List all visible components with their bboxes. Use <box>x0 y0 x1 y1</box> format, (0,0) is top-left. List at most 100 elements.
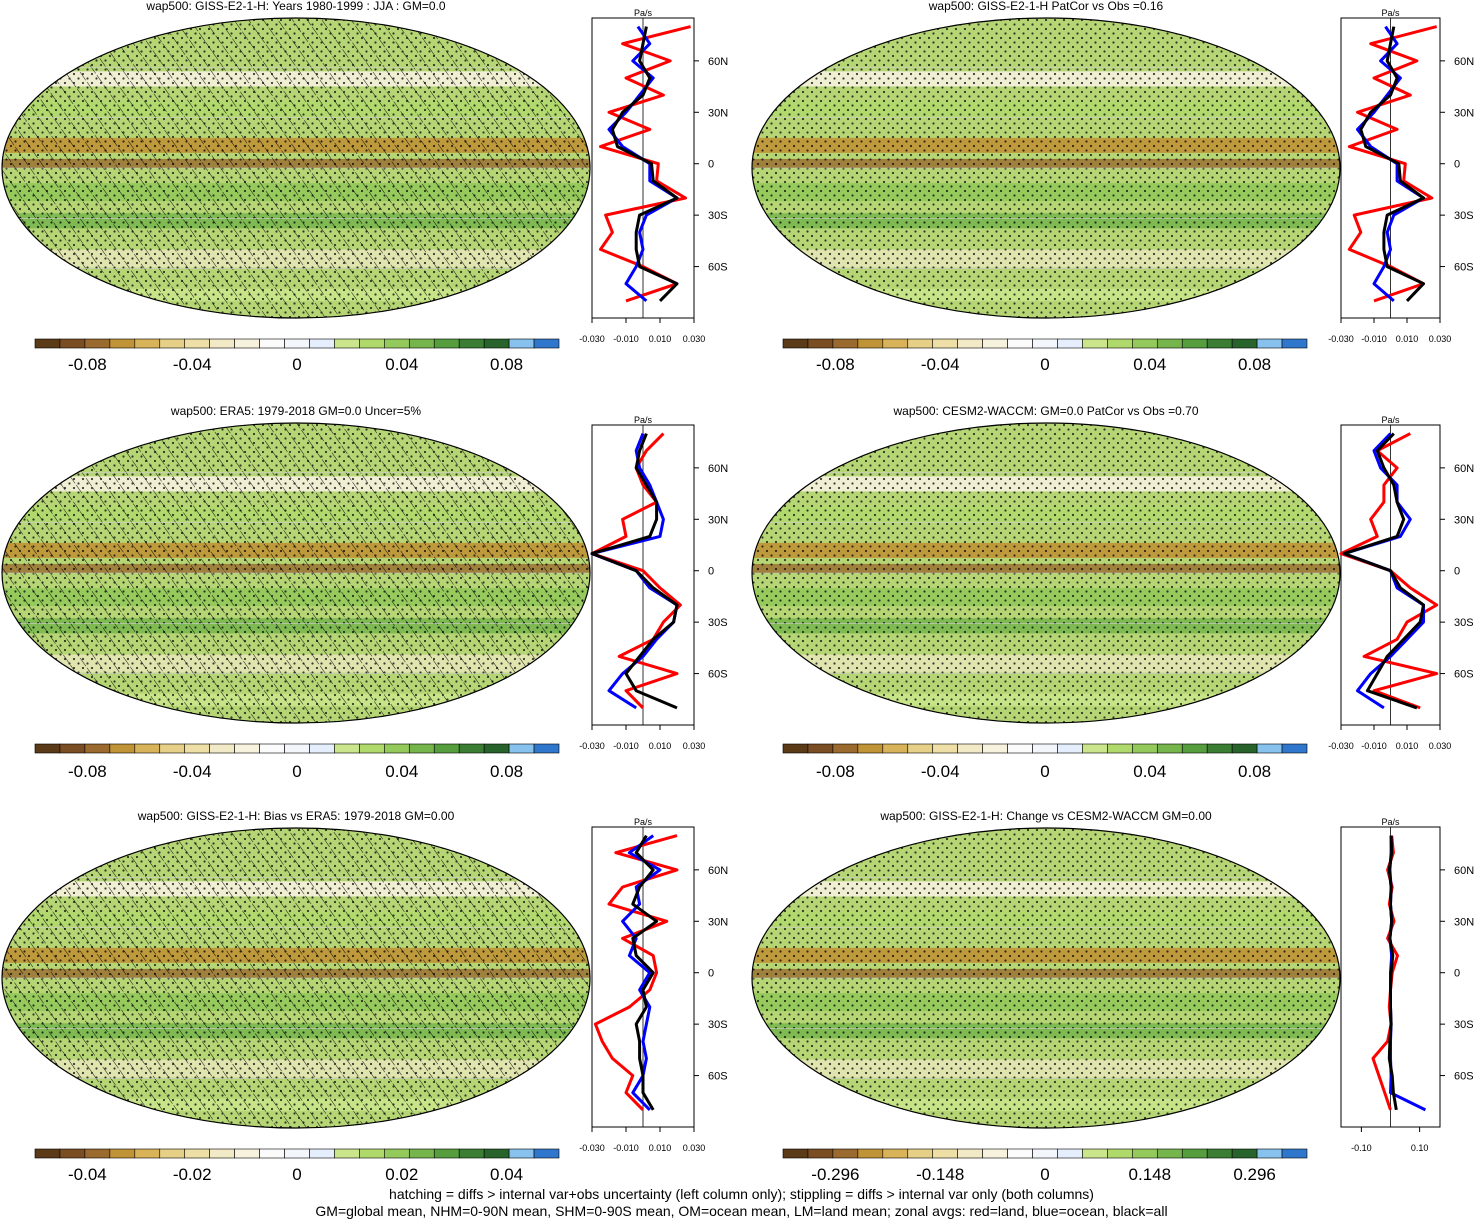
colorbar-box <box>782 743 809 754</box>
colorbar: -0.296 -0.148 0 0.148 0.296 <box>782 1148 1308 1184</box>
colorbar-box <box>907 1148 934 1159</box>
zonal-unit: Pa/s <box>634 817 653 827</box>
zonal-line-land <box>1347 25 1438 303</box>
lat-tick-label: 30N <box>1454 916 1474 928</box>
zonal-unit: Pa/s <box>634 8 653 18</box>
map-outline <box>751 17 1341 319</box>
lat-tick-label: 60N <box>708 56 728 68</box>
zonal-line-ocean <box>1388 835 1427 1112</box>
map-field <box>2 423 590 723</box>
footer-line-2: GM=global mean, NHM=0-90N mean, SHM=0-90… <box>315 1203 1168 1219</box>
colorbar-box <box>134 743 161 754</box>
colorbar-box <box>309 338 335 349</box>
colorbar-label: -0.08 <box>816 355 855 374</box>
map-outline <box>1 422 591 724</box>
colorbar-label: 0 <box>1040 1165 1049 1184</box>
x-tick-label: -0.030 <box>579 1143 605 1153</box>
map-field <box>752 423 1340 723</box>
colorbar-label: 0.08 <box>1238 762 1271 781</box>
colorbar-box <box>309 743 335 754</box>
colorbar-box <box>34 743 61 754</box>
colorbar-box <box>458 338 485 349</box>
zonal-line-all <box>610 26 679 302</box>
lat-tick-label: 30N <box>708 514 728 526</box>
lat-tick-label: 60N <box>1454 865 1474 877</box>
colorbar-box <box>782 1148 809 1159</box>
colorbar-box <box>59 338 86 349</box>
colorbar-label: 0.296 <box>1233 1165 1276 1184</box>
colorbar-box <box>408 1148 435 1159</box>
colorbar-label: 0 <box>1040 762 1049 781</box>
colorbar-box <box>458 1148 485 1159</box>
colorbar-box <box>1132 1148 1158 1159</box>
colorbar-box <box>1231 1148 1258 1159</box>
colorbar-label: 0.04 <box>385 762 418 781</box>
panel-title: wap500: CESM2-WACCM: GM=0.0 PatCor vs Ob… <box>893 404 1199 418</box>
lat-tick-label: 60S <box>708 669 728 681</box>
colorbar-box <box>1206 743 1233 754</box>
colorbar-box <box>159 338 186 349</box>
colorbar-box <box>84 338 111 349</box>
colorbar-box <box>508 743 535 754</box>
zonal-panel: Pa/s 60N 30N 0 30S 60S -0.030 -0.010 0.010 0.030 <box>579 8 728 344</box>
colorbar-label: -0.08 <box>68 355 107 374</box>
colorbar-box <box>284 743 310 754</box>
colorbar-box <box>1256 743 1283 754</box>
colorbar-label: 0 <box>292 355 301 374</box>
colorbar-box <box>309 1148 335 1159</box>
colorbar-box <box>957 743 983 754</box>
lat-tick-label: 0 <box>708 968 714 980</box>
x-tick-label: -0.030 <box>1328 741 1354 751</box>
colorbar-box <box>832 743 859 754</box>
x-tick-label: -0.010 <box>613 741 639 751</box>
colorbar-box <box>1156 743 1183 754</box>
colorbar-box <box>832 338 859 349</box>
map-outline <box>751 422 1341 724</box>
colorbar-label: 0.148 <box>1129 1165 1172 1184</box>
map-outline <box>1 827 591 1129</box>
colorbar-label: 0.04 <box>1133 762 1166 781</box>
colorbar-box <box>59 743 86 754</box>
colorbar-box <box>1107 338 1133 349</box>
colorbar-box <box>384 743 410 754</box>
colorbar-box <box>84 743 111 754</box>
colorbar-label: -0.04 <box>173 762 212 781</box>
x-tick-label: -0.010 <box>1361 334 1387 344</box>
colorbar-label: 0.08 <box>490 355 523 374</box>
colorbar-box <box>1007 1148 1033 1159</box>
colorbar-box <box>209 1148 235 1159</box>
colorbar-box <box>1231 743 1258 754</box>
colorbar: -0.08 -0.04 0 0.04 0.08 <box>782 338 1308 374</box>
panel-1: wap500: GISS-E2-1-H: Years 1980-1999 : J… <box>1 0 728 374</box>
lat-tick-label: 60N <box>1454 56 1474 68</box>
colorbar-box <box>1281 743 1308 754</box>
colorbar-box <box>59 1148 86 1159</box>
colorbar-box <box>109 1148 136 1159</box>
colorbar-box <box>1156 1148 1183 1159</box>
colorbar-box <box>134 338 161 349</box>
colorbar-box <box>932 743 958 754</box>
colorbar-box <box>483 1148 510 1159</box>
colorbar-box <box>807 1148 834 1159</box>
x-tick-label: 0.030 <box>1429 741 1452 751</box>
colorbar-label: 0.04 <box>490 1165 523 1184</box>
lat-tick-label: 30N <box>708 916 728 928</box>
lat-tick-label: 30S <box>1454 1019 1474 1031</box>
x-tick-label: -0.010 <box>613 334 639 344</box>
map-field <box>752 18 1340 318</box>
colorbar-box <box>134 1148 161 1159</box>
lat-tick-label: 30S <box>708 617 728 629</box>
colorbar-label: 0.08 <box>1238 355 1271 374</box>
colorbar-box <box>1032 338 1058 349</box>
colorbar-box <box>533 1148 560 1159</box>
zonal-unit: Pa/s <box>634 415 653 425</box>
colorbar-box <box>1132 743 1158 754</box>
colorbar-box <box>184 743 210 754</box>
map-field <box>752 828 1340 1128</box>
colorbar-box <box>1032 1148 1058 1159</box>
colorbar-box <box>508 338 535 349</box>
colorbar-box <box>1007 743 1033 754</box>
colorbar-box <box>533 338 560 349</box>
colorbar-box <box>234 743 260 754</box>
